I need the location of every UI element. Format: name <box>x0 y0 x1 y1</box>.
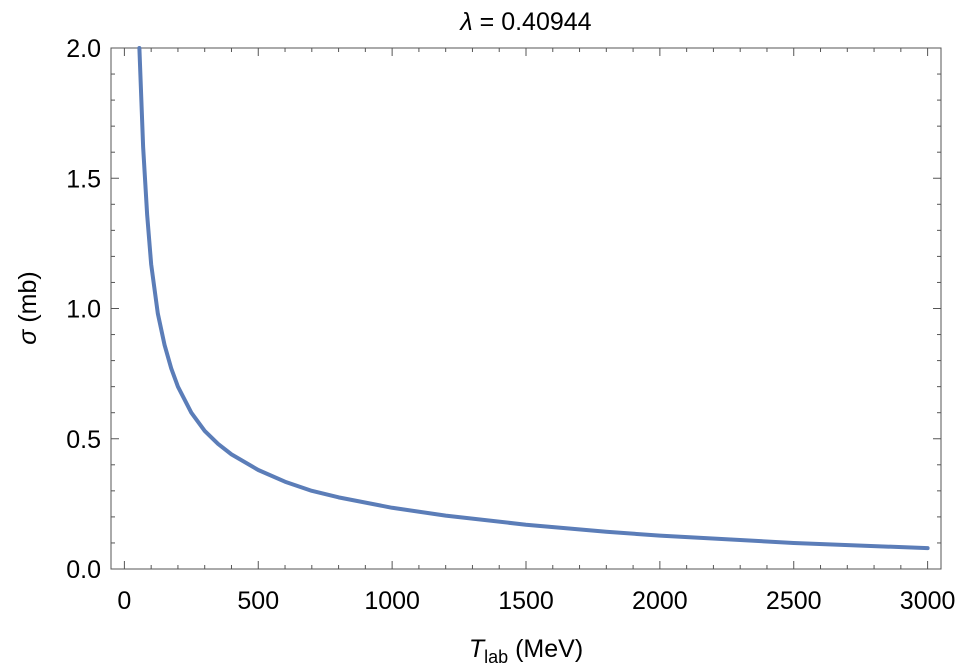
plot-frame <box>110 47 942 570</box>
x-tick-label: 2000 <box>632 587 688 615</box>
series-line <box>137 46 930 551</box>
x-tick-label: 1500 <box>498 587 554 615</box>
title-value: = 0.40944 <box>473 8 592 36</box>
y-axis-label: σ (mb) <box>14 271 42 344</box>
y-tick-label: 1.0 <box>66 296 101 324</box>
y-axis-label-symbol: σ <box>14 329 42 345</box>
y-tick-label: 0.0 <box>66 556 101 584</box>
x-tick-label: 500 <box>237 587 279 615</box>
x-axis-label-symbol: T <box>469 635 486 663</box>
y-tick-label: 0.5 <box>66 426 101 454</box>
x-tick-label: 0 <box>117 587 131 615</box>
series-layer <box>137 46 930 551</box>
x-axis-label-subscript: lab <box>484 647 508 667</box>
title-symbol: λ <box>458 8 472 36</box>
chart-title: λ = 0.40944 <box>458 8 591 36</box>
y-tick-label: 1.5 <box>66 165 101 193</box>
tick-labels-layer: 0 500 1000 1500 2000 2500 3000 0.0 0.5 1.0 1.5 2.0 <box>66 35 955 615</box>
y-tick-label: 2.0 <box>66 35 101 63</box>
x-tick-label: 2500 <box>766 587 822 615</box>
x-axis-label-unit: (MeV) <box>508 635 583 663</box>
x-tick-label: 3000 <box>900 587 956 615</box>
ticks-layer <box>111 47 941 570</box>
x-axis-label: Tlab (MeV) <box>469 635 583 667</box>
y-axis-label-unit: (mb) <box>14 271 42 329</box>
x-tick-label: 1000 <box>364 587 420 615</box>
